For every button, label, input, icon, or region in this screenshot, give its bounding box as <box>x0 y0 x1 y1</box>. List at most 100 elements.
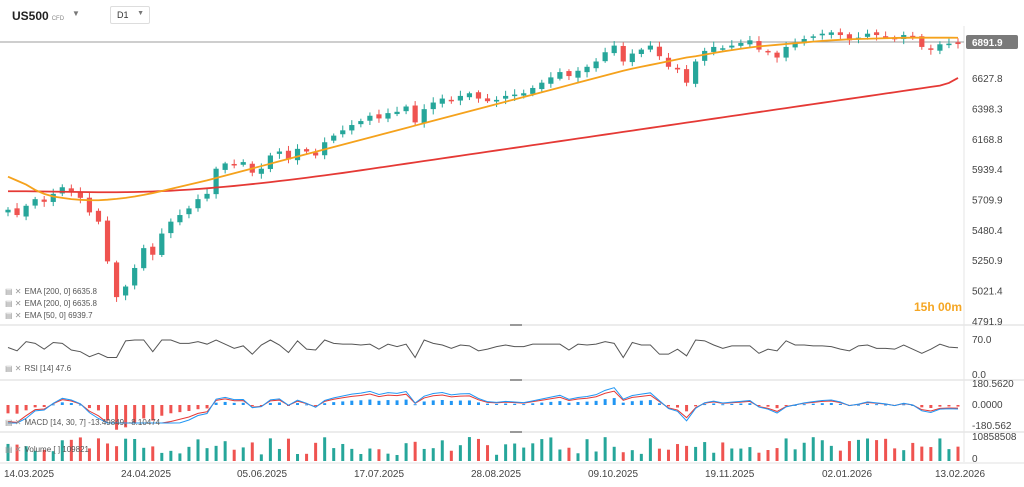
volume-bar <box>386 453 390 461</box>
macd-histogram-bar <box>78 404 82 406</box>
date-tick-label: 19.11.2025 <box>705 469 755 480</box>
candle-body <box>810 36 816 38</box>
macd-histogram-bar <box>133 405 137 423</box>
date-tick-label: 09.10.2025 <box>588 469 638 480</box>
candle-body <box>693 61 699 84</box>
macd-histogram-bar <box>721 404 725 406</box>
volume-bar <box>223 441 227 461</box>
candle-body <box>204 193 210 199</box>
settings-icon[interactable]: ▤ ✕ <box>5 364 22 373</box>
settings-icon[interactable]: ▤ ✕ <box>5 311 22 320</box>
volume-bar <box>847 441 851 461</box>
volume-bar <box>69 439 73 461</box>
macd-histogram-bar <box>33 405 37 408</box>
macd-histogram-bar <box>829 403 833 405</box>
macd-histogram-bar <box>639 400 643 405</box>
volume-bar <box>793 449 797 461</box>
volume-bar <box>51 451 55 461</box>
volume-bar <box>621 452 625 461</box>
candle-body <box>774 52 780 58</box>
macd-histogram-bar <box>241 402 245 405</box>
volume-bar <box>739 448 743 461</box>
macd-histogram-bar <box>648 400 652 405</box>
volume-bar <box>78 437 82 461</box>
pane-resize-handle <box>510 379 522 381</box>
legend-rsi-label: RSI [14] 47.6 <box>24 364 72 373</box>
legend-rsi[interactable]: ▤ ✕ RSI [14] 47.6 <box>5 364 71 373</box>
macd-histogram-bar <box>549 401 553 405</box>
macd-histogram-bar <box>223 401 227 405</box>
legend-ema200-a-label: EMA [200, 0] 6635.8 <box>24 287 97 296</box>
chevron-down-icon[interactable]: ▼ <box>72 9 80 18</box>
candle-body <box>132 267 138 286</box>
symbol-label[interactable]: US500 CFD <box>12 9 64 23</box>
settings-icon[interactable]: ▤ ✕ <box>5 445 22 454</box>
legend-macd[interactable]: ▤ ✕ MACD [14, 30, 7] -13.49849, -8.10474 <box>5 418 160 427</box>
candle-body <box>141 248 147 269</box>
macd-histogram-bar <box>15 405 19 414</box>
chart-toolbar: US500 CFD ▼ D1 ▼ <box>0 0 1024 26</box>
candle-body <box>683 69 690 83</box>
legend-ema200-b[interactable]: ▤ ✕ EMA [200, 0] 6635.8 <box>5 299 97 308</box>
macd-histogram-bar <box>540 402 544 405</box>
macd-histogram-bar <box>69 403 73 405</box>
macd-histogram-bar <box>585 401 589 405</box>
candle-body <box>303 149 310 152</box>
volume-bar <box>277 448 281 461</box>
date-tick-label: 13.02.2026 <box>935 469 985 480</box>
macd-histogram-bar <box>359 400 363 405</box>
volume-bar <box>377 449 381 461</box>
macd-histogram-bar <box>449 400 453 405</box>
volume-bar <box>657 448 661 461</box>
macd-histogram-bar <box>60 402 64 405</box>
candle-body <box>475 92 482 99</box>
settings-icon[interactable]: ▤ ✕ <box>5 418 22 427</box>
volume-bar <box>676 444 680 461</box>
macd-histogram-bar <box>42 405 46 407</box>
date-tick-label: 02.01.2026 <box>822 469 872 480</box>
timeframe-select[interactable]: D1 ▼ <box>110 6 150 24</box>
candle-body <box>186 208 192 215</box>
current-price-label: 6891.9 <box>972 38 1003 49</box>
volume-bar <box>911 442 915 461</box>
volume-bar <box>522 447 526 461</box>
candle-body <box>665 57 672 67</box>
volume-bar <box>820 440 824 461</box>
volume-bar <box>775 448 779 461</box>
settings-icon[interactable]: ▤ ✕ <box>5 299 22 308</box>
legend-volume[interactable]: ▤ ✕ Volume [ ] 109821 <box>5 445 89 454</box>
macd-histogram-bar <box>196 405 200 410</box>
candle-body <box>828 32 834 35</box>
volume-bar <box>504 444 508 461</box>
volume-bar <box>757 452 761 461</box>
candle-body <box>331 135 337 141</box>
candle-body <box>955 42 961 45</box>
volume-bar <box>802 442 806 461</box>
candle-body <box>367 115 373 121</box>
macd-histogram-bar <box>259 405 263 406</box>
date-tick-label: 17.07.2025 <box>354 469 404 480</box>
macd-histogram-bar <box>603 399 607 405</box>
volume-bar <box>866 438 870 461</box>
settings-icon[interactable]: ▤ ✕ <box>5 287 22 296</box>
macd-histogram-bar <box>630 401 634 405</box>
macd-histogram-bar <box>757 405 761 406</box>
macd-histogram-bar <box>87 405 91 409</box>
macd-histogram-bar <box>902 404 906 406</box>
macd-histogram-bar <box>332 402 336 405</box>
volume-bar <box>531 443 535 461</box>
volume-bar <box>368 448 372 461</box>
macd-histogram-bar <box>694 405 698 407</box>
macd-histogram-bar <box>739 403 743 405</box>
volume-bar <box>350 448 354 461</box>
volume-bar <box>829 445 833 461</box>
volume-bar <box>449 450 453 461</box>
volume-bar <box>956 446 960 461</box>
legend-ema200-a[interactable]: ▤ ✕ EMA [200, 0] 6635.8 <box>5 287 97 296</box>
volume-bar <box>838 450 842 461</box>
candle-body <box>159 233 165 255</box>
volume-bar <box>214 445 218 461</box>
volume-bar <box>884 438 888 461</box>
legend-ema50[interactable]: ▤ ✕ EMA [50, 0] 6939.7 <box>5 311 93 320</box>
